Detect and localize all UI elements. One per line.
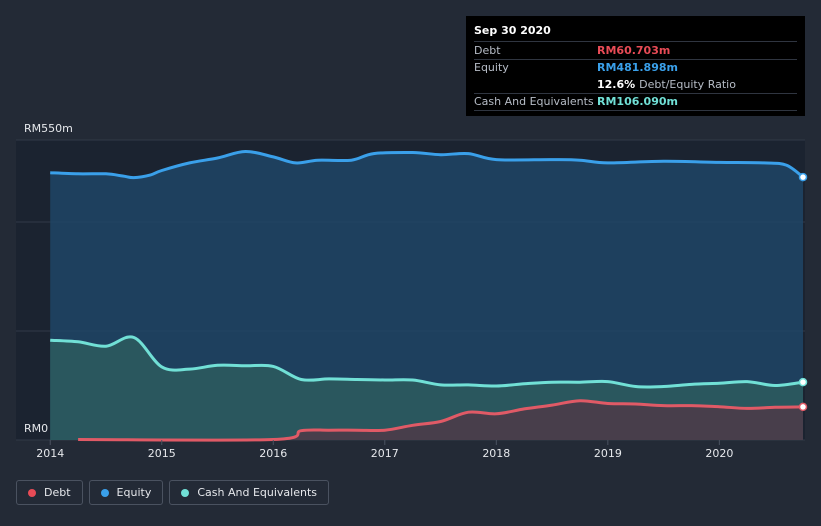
x-tick-label-2017: 2017	[371, 447, 399, 460]
tooltip-equity-label: Equity	[474, 61, 509, 75]
tooltip-equity-row: Equity RM481.898m	[474, 58, 797, 77]
x-axis-ticks: 2014 2015 2016 2017 2018 2019 2020	[36, 440, 733, 460]
series-areas	[50, 151, 804, 441]
debt-dot-icon	[28, 488, 36, 497]
tooltip-cash-label: Cash And Equivalents	[474, 95, 594, 109]
x-tick-label-2015: 2015	[148, 447, 176, 460]
tooltip-debt-value: RM60.703m	[597, 43, 671, 57]
x-tick-label-2014: 2014	[36, 447, 64, 460]
tooltip-debt-row: Debt RM60.703m	[474, 41, 797, 59]
cash-and-equivalents-line	[50, 335, 804, 389]
cash-dot-icon	[181, 488, 190, 497]
legend-item-cash[interactable]: Cash And Equivalents	[169, 480, 329, 505]
y-axis-bottom-label: RM0	[24, 422, 48, 435]
legend-item-equity[interactable]: Equity	[88, 480, 164, 505]
equity-line	[50, 149, 804, 180]
y-axis-top-label: RM550m	[24, 122, 73, 135]
series-lines	[50, 149, 804, 442]
equity-dot-icon	[100, 488, 109, 497]
tooltip-cash-value: RM106.090m	[597, 95, 678, 109]
legend-equity-label: Equity	[116, 486, 152, 499]
legend-item-debt[interactable]: Debt	[16, 480, 83, 505]
x-tick-label-2019: 2019	[594, 447, 622, 460]
tooltip-cash-row: Cash And Equivalents RM106.090m	[474, 92, 797, 111]
cash-and-equivalents-end-marker	[798, 377, 808, 387]
equity-end-marker	[798, 172, 808, 182]
x-tick-label-2018: 2018	[482, 447, 510, 460]
debt-area	[78, 400, 804, 441]
tooltip-equity-value: RM481.898m	[597, 61, 678, 75]
tooltip-ratio-row: 12.6% Debt/Equity Ratio	[474, 76, 797, 93]
tooltip-ratio-value: 12.6%	[597, 77, 636, 91]
x-tick-label-2016: 2016	[259, 447, 287, 460]
debt-line	[78, 399, 804, 442]
debt-end-marker	[798, 402, 808, 412]
chart-legend: Debt Equity Cash And Equivalents	[16, 480, 335, 505]
hover-tooltip: Sep 30 2020 Debt RM60.703m Equity RM481.…	[466, 16, 805, 116]
tooltip-ratio-label: Debt/Equity Ratio	[639, 77, 736, 91]
legend-cash-label: Cash And Equivalents	[197, 486, 317, 499]
tooltip-debt-label: Debt	[474, 43, 501, 57]
tooltip-date: Sep 30 2020	[474, 24, 551, 37]
x-tick-label-2020: 2020	[705, 447, 733, 460]
legend-debt-label: Debt	[44, 486, 71, 499]
series-end-markers	[798, 172, 808, 412]
